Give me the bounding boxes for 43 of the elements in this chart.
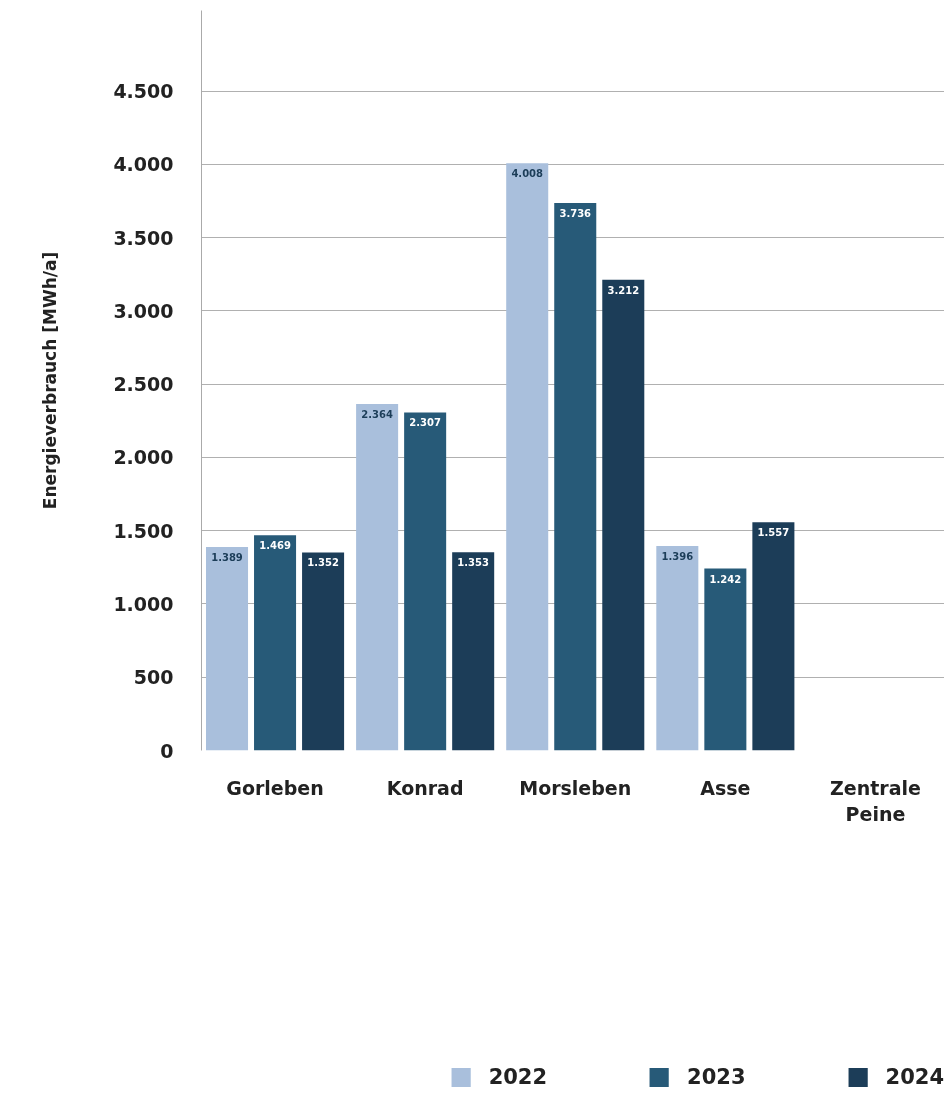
y-tick-label: 3.000 (113, 299, 174, 322)
data-label: 2.364 (361, 409, 393, 421)
y-axis-title: Energieverbrauch [MWh/a] (40, 251, 61, 510)
x-tick-label: Gorleben (226, 776, 324, 799)
bar (602, 279, 645, 751)
bar (404, 412, 447, 751)
data-label: 1.557 (757, 527, 790, 539)
bar (656, 545, 699, 751)
data-label: 4.008 (511, 168, 544, 180)
y-tick-label: 3.500 (113, 226, 174, 249)
bar (704, 568, 747, 751)
y-tick-label: 4.000 (113, 153, 174, 176)
bar (206, 546, 249, 751)
x-tick-label: Zentrale Peine (830, 776, 921, 825)
data-label: 1.469 (259, 540, 291, 552)
data-label: 1.242 (709, 573, 742, 585)
data-label: 1.353 (457, 557, 490, 569)
x-tick-label: Konrad (386, 776, 464, 799)
y-tick-label: 1.500 (113, 519, 174, 542)
bar (452, 552, 495, 751)
data-label: 2.307 (409, 417, 442, 429)
bar (254, 535, 297, 751)
bar (356, 404, 399, 751)
bar (752, 522, 795, 751)
y-tick-label: 1.000 (113, 592, 174, 615)
data-label: 1.389 (211, 551, 243, 563)
y-tick-label: 500 (133, 666, 174, 689)
y-tick-label: 2.500 (113, 373, 174, 396)
bar (302, 552, 345, 751)
y-tick-label: 2.000 (113, 446, 174, 469)
y-tick-label: 0 (160, 739, 174, 762)
data-label: 3.212 (607, 284, 640, 296)
legend-label: 2023 (687, 1065, 746, 1089)
x-tick-label: Morsleben (519, 776, 632, 799)
bar (506, 163, 549, 751)
x-tick-label: Asse (700, 776, 751, 799)
data-label: 3.736 (559, 208, 592, 220)
legend-label: 2022 (488, 1065, 548, 1089)
data-label: 1.396 (661, 550, 694, 562)
y-tick-label: 4.500 (113, 80, 174, 103)
legend-label: 2024 (885, 1065, 944, 1089)
data-label: 1.352 (307, 557, 339, 569)
bar (554, 203, 597, 751)
